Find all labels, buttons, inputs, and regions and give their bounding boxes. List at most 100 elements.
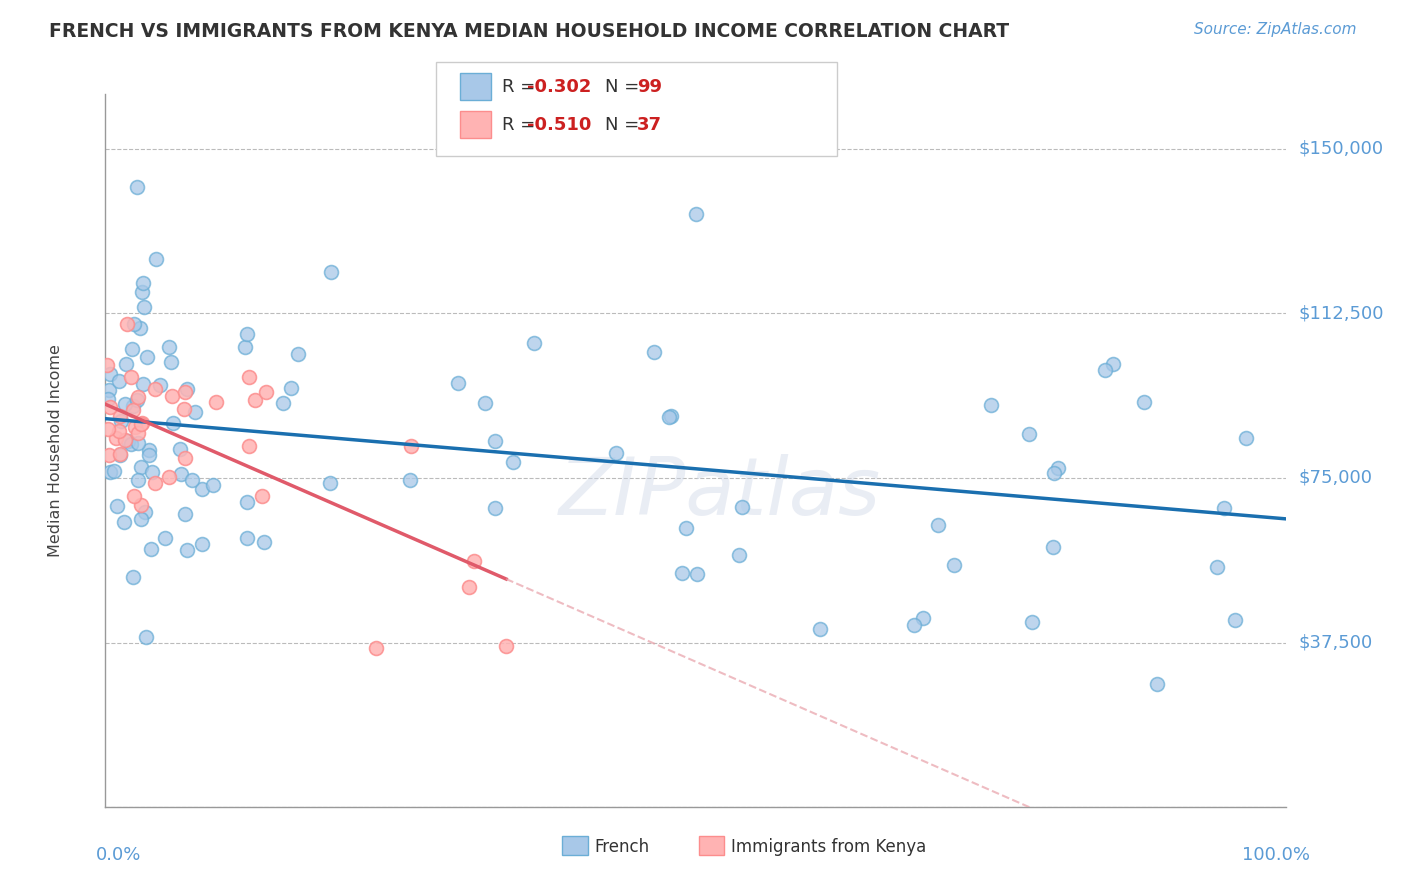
Point [1212,501,1234,516]
Point [319,265,342,279]
Point [235,327,257,342]
Point [132,300,155,314]
Point [495,640,517,654]
Point [149,378,172,392]
Text: $37,500: $37,500 [1298,633,1372,651]
Point [201,478,224,492]
Point [98,367,121,381]
Point [252,489,274,503]
Point [129,459,152,474]
Point [124,419,146,434]
Point [659,409,682,423]
Point [108,409,131,423]
Point [98,400,121,414]
Point [157,340,180,354]
Point [319,476,342,491]
Point [96,422,118,436]
Text: $112,500: $112,500 [1298,304,1384,322]
Point [176,542,198,557]
Point [728,548,751,562]
Text: N =: N = [605,78,644,95]
Point [105,500,128,514]
Point [243,393,266,408]
Point [1133,395,1156,409]
Point [124,489,146,503]
Text: R =: R = [502,78,541,95]
Point [135,630,157,644]
Point [184,405,207,419]
Point [159,355,181,369]
Text: French: French [595,838,650,855]
Point [903,618,925,632]
Text: Source: ZipAtlas.com: Source: ZipAtlas.com [1194,22,1357,37]
Point [502,455,524,469]
Point [484,434,506,449]
Text: $150,000: $150,000 [1298,139,1384,158]
Point [98,465,121,479]
Point [129,417,152,432]
Point [173,401,195,416]
Point [252,535,274,549]
Point [1146,677,1168,691]
Point [135,350,157,364]
Point [131,416,153,430]
Point [238,370,260,384]
Point [120,369,142,384]
Point [127,390,149,404]
Point [1225,613,1247,627]
Point [160,388,183,402]
Point [458,580,481,594]
Point [236,531,259,545]
Point [685,207,707,221]
Point [125,392,148,407]
Text: 0.0%: 0.0% [96,846,141,863]
Point [139,541,162,556]
Point [176,382,198,396]
Point [1042,540,1064,554]
Point [110,414,132,428]
Point [108,447,131,461]
Point [463,554,485,568]
Text: 100.0%: 100.0% [1243,846,1310,863]
Point [117,434,139,448]
Point [129,512,152,526]
Point [108,375,131,389]
Text: Median Household Income: Median Household Income [48,344,63,557]
Point [162,416,184,430]
Point [927,518,949,533]
Point [658,410,681,425]
Point [122,403,145,417]
Point [190,537,212,551]
Point [127,436,149,450]
Point [180,473,202,487]
Point [103,464,125,478]
Point [97,392,120,407]
Point [157,469,180,483]
Point [447,376,470,391]
Point [1046,461,1069,475]
Point [980,398,1002,412]
Point [686,567,709,582]
Point [138,442,160,457]
Point [143,382,166,396]
Point [287,347,309,361]
Point [401,439,423,453]
Point [114,397,136,411]
Point [115,317,138,331]
Point [236,495,259,509]
Point [1042,466,1064,480]
Text: 37: 37 [637,116,662,134]
Point [730,500,752,514]
Point [523,335,546,350]
Point [254,385,277,400]
Point [122,399,145,413]
Point [145,252,167,267]
Point [1205,559,1227,574]
Point [138,448,160,462]
Point [671,566,693,581]
Point [169,442,191,457]
Point [484,501,506,516]
Point [174,384,197,399]
Point [108,448,131,462]
Point [121,570,143,584]
